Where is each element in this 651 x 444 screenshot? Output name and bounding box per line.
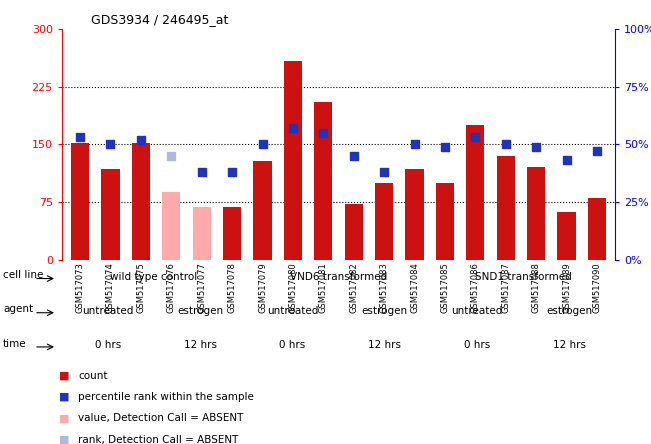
Bar: [406, 169, 424, 260]
Text: wild type control: wild type control: [111, 272, 198, 282]
Point: [348, 152, 359, 159]
Point: [318, 129, 329, 136]
Text: ■: ■: [59, 392, 69, 402]
Text: untreated: untreated: [267, 306, 318, 316]
Point: [197, 168, 207, 175]
Text: cell line: cell line: [3, 270, 44, 280]
Text: agent: agent: [3, 304, 33, 314]
Point: [257, 141, 268, 148]
Bar: [588, 198, 606, 260]
Text: estrogen: estrogen: [361, 306, 408, 316]
Bar: [71, 143, 89, 260]
Point: [439, 143, 450, 150]
Bar: [193, 207, 211, 260]
Point: [409, 141, 420, 148]
Text: SND1 transformed: SND1 transformed: [475, 272, 572, 282]
Bar: [102, 169, 120, 260]
Text: GDS3934 / 246495_at: GDS3934 / 246495_at: [91, 13, 229, 26]
Point: [531, 143, 542, 150]
Text: 12 hrs: 12 hrs: [553, 340, 586, 350]
Bar: [436, 183, 454, 260]
Bar: [557, 212, 575, 260]
Text: untreated: untreated: [451, 306, 503, 316]
Point: [470, 134, 480, 141]
Text: estrogen: estrogen: [546, 306, 592, 316]
Bar: [253, 161, 271, 260]
Text: ■: ■: [59, 435, 69, 444]
Bar: [344, 203, 363, 260]
Bar: [132, 143, 150, 260]
Text: rank, Detection Call = ABSENT: rank, Detection Call = ABSENT: [78, 435, 238, 444]
Text: value, Detection Call = ABSENT: value, Detection Call = ABSENT: [78, 413, 243, 423]
Bar: [162, 192, 180, 260]
Point: [135, 136, 146, 143]
Text: 0 hrs: 0 hrs: [464, 340, 490, 350]
Text: untreated: untreated: [82, 306, 133, 316]
Point: [75, 134, 85, 141]
Point: [227, 168, 238, 175]
Text: 12 hrs: 12 hrs: [184, 340, 217, 350]
Text: VND6 transformed: VND6 transformed: [290, 272, 387, 282]
Bar: [375, 183, 393, 260]
Bar: [466, 125, 484, 260]
Text: 0 hrs: 0 hrs: [95, 340, 121, 350]
Text: 12 hrs: 12 hrs: [368, 340, 401, 350]
Text: ■: ■: [59, 371, 69, 381]
Point: [561, 157, 572, 164]
Point: [501, 141, 511, 148]
Text: percentile rank within the sample: percentile rank within the sample: [78, 392, 254, 402]
Point: [166, 152, 176, 159]
Text: estrogen: estrogen: [177, 306, 223, 316]
Bar: [527, 167, 546, 260]
Text: count: count: [78, 371, 107, 381]
Text: time: time: [3, 338, 27, 349]
Point: [592, 148, 602, 155]
Text: ■: ■: [59, 413, 69, 423]
Bar: [314, 102, 333, 260]
Bar: [223, 207, 242, 260]
Text: 0 hrs: 0 hrs: [279, 340, 305, 350]
Point: [288, 125, 298, 132]
Bar: [497, 156, 515, 260]
Point: [105, 141, 116, 148]
Bar: [284, 61, 302, 260]
Point: [379, 168, 389, 175]
